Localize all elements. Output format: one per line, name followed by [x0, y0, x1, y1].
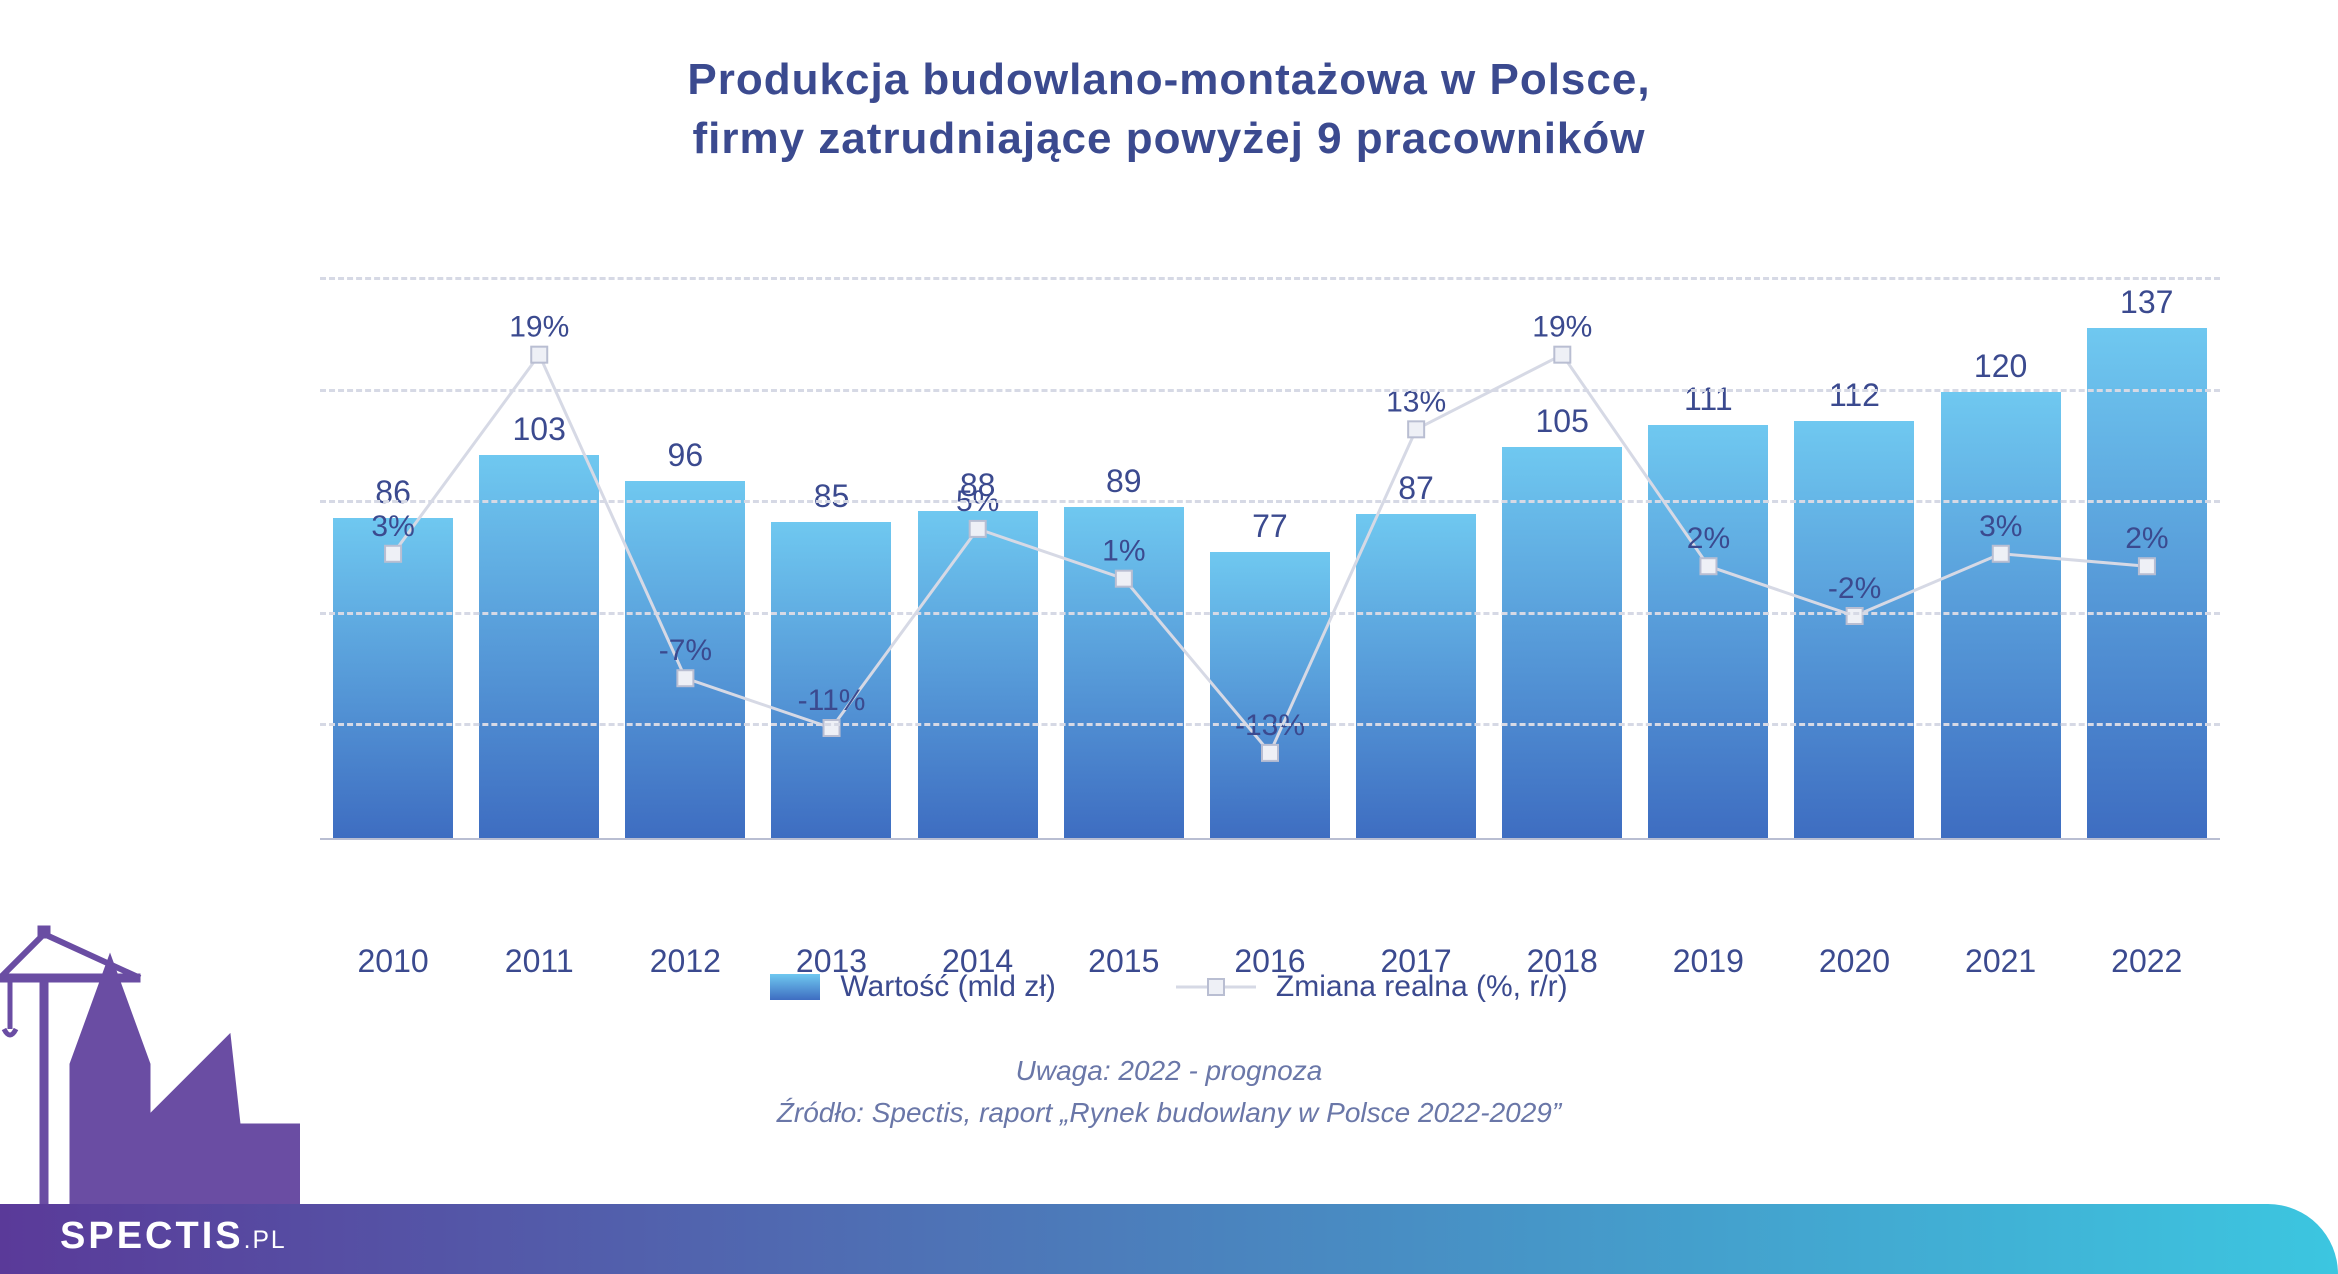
gridline	[320, 277, 2220, 280]
bar-rect	[1064, 507, 1184, 838]
bar-rect	[918, 511, 1038, 838]
bar-2013: 85	[771, 522, 891, 838]
gridline	[320, 612, 2220, 615]
logo-pl: .PL	[244, 1227, 287, 1254]
bar-rect	[2087, 328, 2207, 838]
bars-container: 86103968588897787105111112120137	[320, 280, 2220, 838]
bar-2019: 111	[1648, 425, 1768, 838]
bar-2011: 103	[479, 455, 599, 838]
gridline	[320, 723, 2220, 726]
bar-rect	[1794, 421, 1914, 838]
bar-rect	[1356, 514, 1476, 838]
bar-rect	[625, 481, 745, 838]
bar-value-label: 103	[479, 411, 599, 448]
bar-rect	[1210, 552, 1330, 838]
gridline	[320, 389, 2220, 392]
bar-value-label: 88	[918, 467, 1038, 504]
bar-value-label: 137	[2087, 284, 2207, 321]
footnotes: Uwaga: 2022 - prognoza Źródło: Spectis, …	[0, 1050, 2338, 1134]
bar-value-label: 120	[1941, 348, 2061, 385]
bar-value-label: 112	[1794, 377, 1914, 414]
chart-area: 86103968588897787105111112120137 3%19%-7…	[320, 280, 2220, 920]
city-silhouette-icon	[0, 864, 300, 1214]
footnote-2: Źródło: Spectis, raport „Rynek budowlany…	[0, 1092, 2338, 1134]
bar-value-label: 89	[1064, 463, 1184, 500]
bar-rect	[1502, 447, 1622, 838]
bar-value-label: 77	[1210, 508, 1330, 545]
bar-rect	[1648, 425, 1768, 838]
footnote-1: Uwaga: 2022 - prognoza	[0, 1050, 2338, 1092]
legend-line-label: Zmiana realna (%, r/r)	[1276, 970, 1568, 1004]
title-line-1: Produkcja budowlano-montażowa w Polsce,	[687, 55, 1650, 104]
bar-2015: 89	[1064, 507, 1184, 838]
bar-value-label: 105	[1502, 403, 1622, 440]
title-line-2: firmy zatrudniające powyżej 9 pracownikó…	[692, 114, 1645, 163]
gridline	[320, 500, 2220, 503]
chart-title: Produkcja budowlano-montażowa w Polsce, …	[0, 50, 2338, 169]
bar-2012: 96	[625, 481, 745, 838]
bar-2017: 87	[1356, 514, 1476, 838]
bar-2016: 77	[1210, 552, 1330, 838]
legend-bar-label: Wartość (mld zł)	[840, 970, 1056, 1004]
logo-text: SPECTIS	[60, 1215, 244, 1257]
bar-rect	[479, 455, 599, 838]
bar-2014: 88	[918, 511, 1038, 838]
bottom-brand-bar	[0, 1204, 2338, 1274]
legend: Wartość (mld zł) Zmiana realna (%, r/r)	[0, 970, 2338, 1004]
bar-2020: 112	[1794, 421, 1914, 838]
legend-item-line: Zmiana realna (%, r/r)	[1176, 970, 1568, 1004]
brand-logo: SPECTIS.PL	[60, 1215, 287, 1258]
bar-value-label: 86	[333, 474, 453, 511]
bar-2010: 86	[333, 518, 453, 838]
legend-item-bar: Wartość (mld zł)	[770, 970, 1056, 1004]
plot-area: 86103968588897787105111112120137 3%19%-7…	[320, 280, 2220, 840]
bar-value-label: 85	[771, 478, 891, 515]
bar-value-label: 111	[1648, 381, 1768, 418]
legend-bar-swatch	[770, 974, 820, 1000]
legend-line-swatch	[1176, 974, 1256, 1000]
bar-2022: 137	[2087, 328, 2207, 838]
bar-value-label: 96	[625, 437, 745, 474]
bar-rect	[771, 522, 891, 838]
bar-rect	[333, 518, 453, 838]
bar-2018: 105	[1502, 447, 1622, 838]
